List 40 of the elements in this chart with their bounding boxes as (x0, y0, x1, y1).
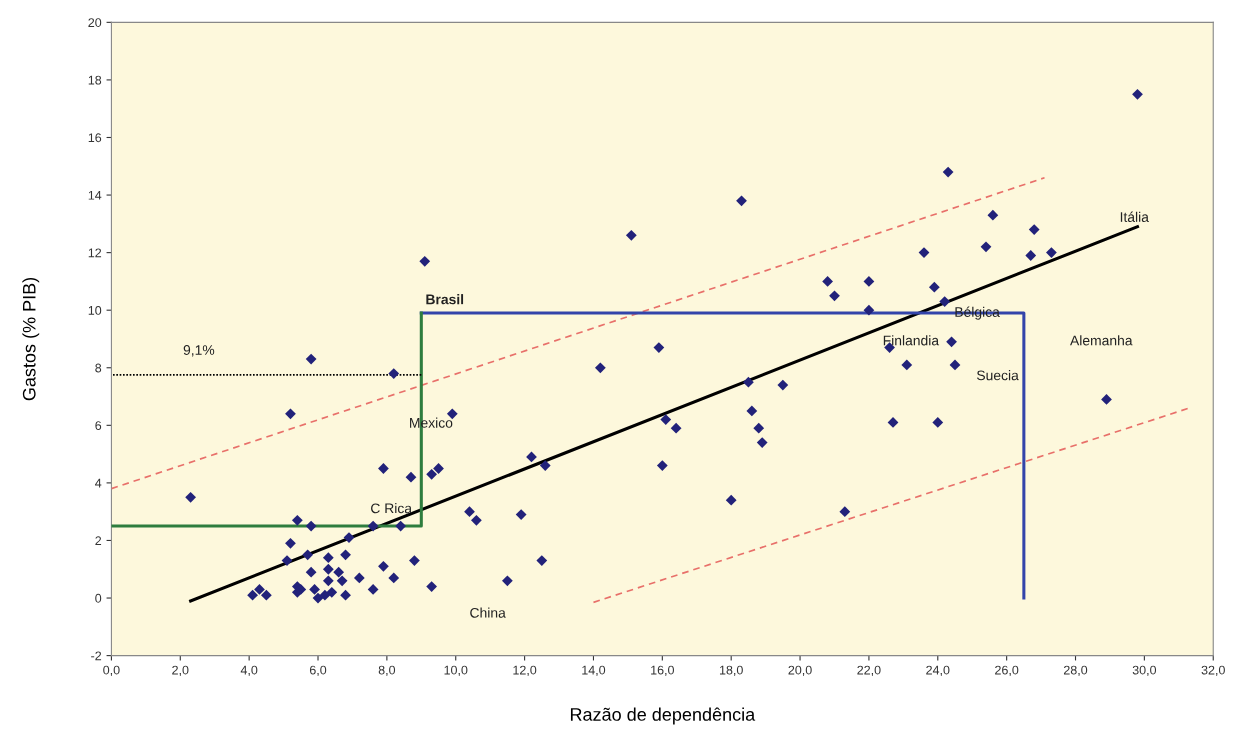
x-tick-label: 4,0 (240, 665, 258, 676)
y-tick-label: 12 (88, 248, 102, 258)
y-tick-label: 14 (88, 190, 102, 200)
x-tick-label: 18,0 (719, 665, 743, 676)
x-tick-label: 0,0 (103, 665, 120, 676)
x-tick-label: 10,0 (444, 665, 468, 676)
annotation: Finlandia (883, 335, 940, 346)
x-tick-label: 20,0 (788, 665, 812, 676)
annotation: Alemanha (1070, 335, 1133, 346)
x-axis-title: Razão de dependência (570, 707, 756, 725)
x-tick-label: 24,0 (926, 665, 950, 676)
x-tick-label: 12,0 (513, 665, 537, 676)
annotation: C Rica (371, 503, 413, 514)
y-tick-label: 2 (95, 536, 102, 545)
y-axis-title: Gastos (% PIB) (22, 277, 40, 401)
annotation: Itália (1120, 211, 1149, 222)
y-tick-label: 0 (95, 593, 102, 603)
annotation: Brasil (426, 294, 464, 305)
annotation: Suecia (976, 370, 1019, 381)
x-tick-label: 6,0 (309, 665, 327, 676)
x-tick-label: 16,0 (651, 665, 675, 676)
y-tick-label: 8 (95, 363, 102, 373)
x-tick-label: 8,0 (378, 665, 396, 676)
y-tick-label: 4 (95, 478, 102, 488)
annotation: 9,1% (183, 345, 215, 357)
x-tick-label: 14,0 (582, 665, 606, 676)
annotation: Bélgica (955, 306, 1000, 320)
y-tick-label: 20 (88, 18, 102, 27)
annotation: China (470, 607, 506, 618)
y-tick-label: 18 (88, 75, 102, 85)
x-tick-label: 28,0 (1063, 665, 1088, 676)
x-tick-label: 26,0 (995, 665, 1019, 676)
x-tick-label: 32,0 (1201, 665, 1225, 676)
y-tick-label: -2 (91, 651, 102, 661)
x-tick-label: 2,0 (172, 665, 189, 676)
y-tick-label: 6 (95, 421, 102, 430)
y-tick-label: 16 (88, 133, 102, 143)
y-tick-label: 10 (88, 305, 102, 315)
x-tick-label: 22,0 (857, 665, 881, 676)
x-tick-label: 30,0 (1132, 665, 1157, 676)
